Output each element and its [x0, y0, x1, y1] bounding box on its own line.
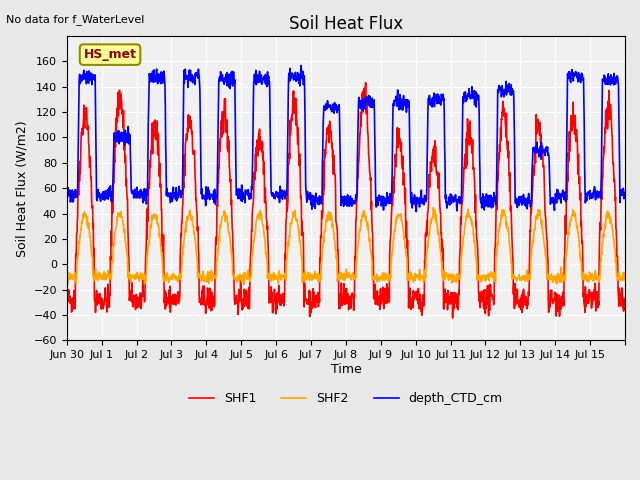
SHF2: [332, 248, 339, 254]
depth_CTD_cm: [332, 101, 339, 107]
SHF2: [150, 213, 158, 218]
SHF2: [560, 273, 568, 279]
depth_CTD_cm: [560, 190, 568, 195]
SHF1: [560, 303, 568, 309]
X-axis label: Time: Time: [330, 363, 361, 376]
SHF1: [362, 80, 369, 85]
SHF2: [241, 282, 248, 288]
SHF1: [332, 172, 339, 178]
Line: SHF2: SHF2: [67, 208, 625, 285]
SHF2: [621, 270, 629, 276]
SHF1: [621, 307, 629, 313]
depth_CTD_cm: [150, 67, 158, 73]
Text: No data for f_WaterLevel: No data for f_WaterLevel: [6, 14, 145, 25]
Title: Soil Heat Flux: Soil Heat Flux: [289, 15, 403, 33]
SHF2: [63, 273, 70, 278]
depth_CTD_cm: [621, 190, 629, 195]
SHF2: [614, 276, 622, 282]
depth_CTD_cm: [478, 198, 486, 204]
SHF1: [614, 293, 622, 299]
depth_CTD_cm: [297, 62, 305, 68]
depth_CTD_cm: [412, 209, 420, 215]
SHF1: [321, 147, 328, 153]
SHF1: [478, 298, 486, 304]
Y-axis label: Soil Heat Flux (W/m2): Soil Heat Flux (W/m2): [15, 120, 28, 256]
depth_CTD_cm: [63, 191, 70, 197]
depth_CTD_cm: [614, 82, 622, 87]
depth_CTD_cm: [321, 107, 329, 113]
SHF2: [478, 274, 486, 280]
Line: SHF1: SHF1: [67, 83, 625, 318]
Legend: SHF1, SHF2, depth_CTD_cm: SHF1, SHF2, depth_CTD_cm: [184, 387, 508, 410]
SHF1: [63, 294, 70, 300]
Line: depth_CTD_cm: depth_CTD_cm: [67, 65, 625, 212]
SHF2: [321, 229, 329, 235]
SHF1: [449, 315, 456, 321]
SHF1: [150, 132, 158, 138]
Text: HS_met: HS_met: [84, 48, 136, 61]
SHF2: [429, 205, 437, 211]
